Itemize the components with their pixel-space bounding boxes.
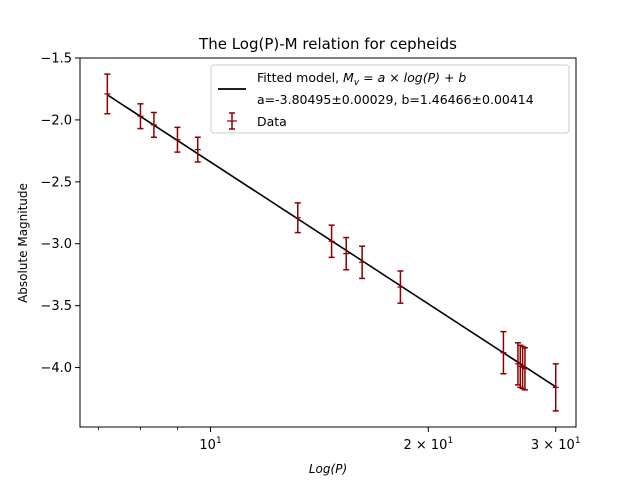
- data-point: [174, 126, 181, 153]
- y-axis: −1.5 −2.0 −2.5 −3.0 −3.5 −4.0: [40, 52, 80, 376]
- x-tick-label: 3 × 101: [531, 436, 581, 453]
- legend: Fitted model, Mv = a × log(P) + b a=-3.8…: [210, 64, 570, 134]
- x-axis: 101 2 × 101 3 × 101: [98, 427, 581, 453]
- data-point: [552, 363, 559, 412]
- y-tick-label: −2.5: [40, 175, 72, 190]
- y-axis-label: Absolute Magnitude: [16, 183, 30, 303]
- x-tick-label: 101: [199, 436, 221, 453]
- data-point: [343, 236, 350, 271]
- y-tick-label: −4.0: [40, 361, 72, 376]
- data-point: [294, 202, 301, 234]
- data-point: [137, 103, 144, 130]
- legend-data-swatch: [227, 112, 237, 130]
- legend-data-label: Data: [257, 114, 287, 129]
- x-axis-label: Log(P): [309, 462, 347, 476]
- legend-model-params: a=-3.80495±0.00029, b=1.46466±0.00414: [257, 92, 534, 107]
- chart-title: The Log(P)-M relation for cepheids: [198, 35, 457, 53]
- data-point: [521, 347, 528, 391]
- data-point: [194, 136, 201, 163]
- data-point: [104, 73, 111, 115]
- y-tick-label: −3.0: [40, 237, 72, 252]
- data-point: [359, 245, 366, 280]
- plot-frame: [79, 57, 577, 428]
- data-point: [150, 111, 157, 138]
- legend-box: [210, 64, 570, 134]
- y-tick-label: −3.5: [40, 299, 72, 314]
- data-point: [328, 224, 335, 259]
- legend-model-label: Fitted model, Mv = a × log(P) + b: [257, 70, 466, 88]
- data-point: [500, 330, 507, 375]
- y-tick-label: −2.0: [40, 113, 72, 128]
- plot-content: [104, 73, 559, 412]
- data-point: [397, 270, 404, 304]
- x-tick-label: 2 × 101: [403, 436, 453, 453]
- y-tick-label: −1.5: [40, 52, 72, 67]
